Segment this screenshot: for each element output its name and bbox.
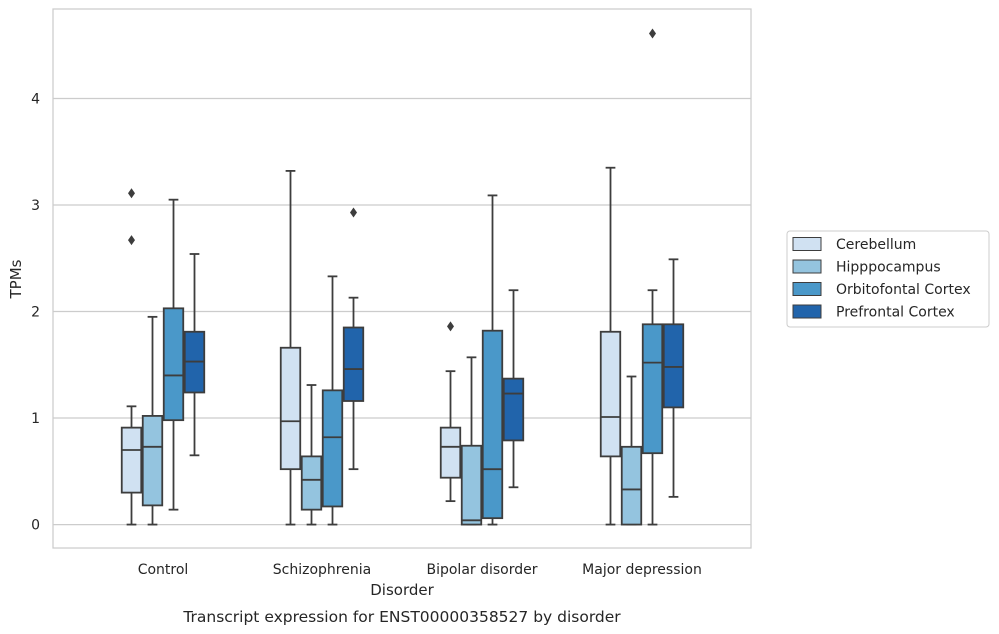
box-plot [502, 289, 525, 489]
box-plot [141, 315, 164, 526]
y-tick-label: 4 [31, 91, 40, 107]
legend-swatch [792, 304, 822, 319]
iqr-box [141, 415, 164, 507]
legend-label: Cerebellum [836, 237, 916, 253]
iqr-box [321, 389, 344, 508]
box-plot [641, 28, 664, 526]
box-plot [439, 321, 462, 503]
iqr-box [162, 307, 185, 422]
y-tick-label: 0 [31, 518, 40, 534]
iqr-box [662, 323, 685, 409]
box-plot [342, 207, 365, 471]
iqr-box [620, 445, 643, 526]
iqr-box [599, 330, 622, 458]
legend: Cerebellum Hipppocampus Orbitofontal Corte… [786, 230, 990, 328]
box-plot [481, 194, 504, 526]
iqr-box [279, 346, 302, 471]
x-tick-label: Schizophrenia [273, 562, 371, 578]
iqr-box [120, 426, 143, 494]
legend-label: Prefrontal Cortex [836, 305, 955, 321]
iqr-box [641, 323, 664, 455]
box-plot [620, 375, 643, 526]
legend-label: Orbitofontal Cortex [836, 282, 971, 298]
iqr-box [439, 426, 462, 479]
legend-swatch [792, 237, 822, 251]
x-tick-label: Major depression [582, 562, 702, 578]
legend-frame [786, 230, 990, 328]
box-plot [321, 275, 344, 526]
outlier-point [447, 321, 454, 332]
box-plot [183, 253, 206, 457]
legend-label: Hipppocampus [836, 260, 941, 276]
x-tick-labels: Control Schizophrenia Bipolar disorder Majo… [138, 562, 702, 578]
box-plot [120, 188, 143, 526]
x-tick-label: Bipolar disorder [426, 562, 537, 578]
box-plot [599, 166, 622, 526]
iqr-box [481, 329, 504, 520]
outlier-point [649, 28, 656, 39]
outlier-point [350, 207, 357, 218]
box-plot [279, 170, 302, 526]
y-tick-label: 1 [31, 411, 40, 427]
box-groups [120, 28, 685, 526]
y-axis-label: TPMs [7, 259, 25, 299]
iqr-box [300, 455, 323, 511]
outlier-point [128, 235, 135, 246]
legend-swatch [792, 259, 822, 274]
box-plot [162, 198, 185, 511]
y-tick-label: 3 [31, 198, 40, 214]
y-tick-label: 2 [31, 305, 40, 321]
box-plot [300, 384, 323, 526]
box-plot [662, 258, 685, 498]
iqr-box [342, 326, 365, 402]
chart-caption: Transcript expression for ENST0000035852… [182, 608, 621, 626]
iqr-box [460, 444, 483, 526]
iqr-box [502, 377, 525, 442]
outlier-point [128, 188, 135, 199]
y-tick-labels: 0 1 2 3 4 [31, 91, 40, 533]
plot-frame [52, 8, 752, 549]
legend-swatch [792, 282, 822, 296]
box-plot [460, 356, 483, 526]
x-tick-label: Control [138, 562, 189, 578]
x-axis-label: Disorder [370, 581, 434, 599]
